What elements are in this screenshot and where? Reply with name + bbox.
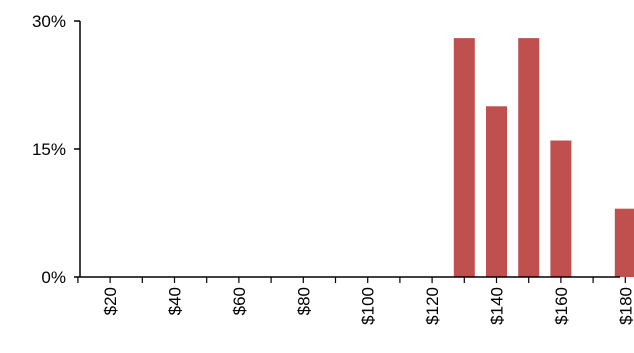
x-tick-label: $40 — [166, 287, 185, 315]
x-tick-label: $60 — [230, 287, 249, 315]
x-tick-label: $140 — [488, 287, 507, 325]
y-tick-label: 0% — [41, 268, 66, 287]
x-tick-labels: $20 $40 $60 $80 $100 $120 $140 $160 $180 — [101, 287, 634, 325]
axes-group — [74, 20, 626, 283]
bar-150 — [518, 38, 540, 277]
y-tick-label: 15% — [32, 140, 66, 159]
x-tick-label: $20 — [101, 287, 120, 315]
x-tick-label: $100 — [359, 287, 378, 325]
x-tick-label: $80 — [294, 287, 313, 315]
bar-160 — [550, 140, 572, 277]
x-tick-label: $120 — [423, 287, 442, 325]
x-tick-label: $160 — [552, 287, 571, 325]
x-tick-label: $180 — [616, 287, 634, 325]
y-tick-labels: 0% 15% 30% — [32, 12, 66, 287]
bar-180 — [614, 208, 634, 277]
bar-130 — [453, 38, 475, 277]
y-tick-label: 30% — [32, 12, 66, 31]
bars-group — [453, 38, 634, 277]
bar-140 — [486, 106, 507, 277]
